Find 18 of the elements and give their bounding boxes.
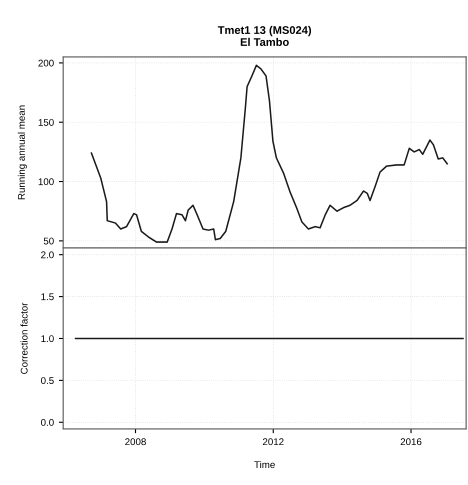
chart-title: Tmet1 13 (MS024) xyxy=(218,26,312,36)
y-tick-label: 1.5 xyxy=(41,293,54,300)
y-tick-label: 2.0 xyxy=(41,251,54,258)
x-tick-label: 2012 xyxy=(262,438,284,446)
y-tick-label: 100 xyxy=(38,178,54,186)
y-tick-label: 0.5 xyxy=(41,377,54,384)
y-axis-title: Running annual mean xyxy=(18,106,27,200)
y-tick-label: 50 xyxy=(44,238,54,244)
chart-subtitle: El Tambo xyxy=(240,38,289,46)
line-series xyxy=(90,64,448,243)
x-axis-title: Time xyxy=(254,460,275,468)
y-tick-label: 0.0 xyxy=(41,419,54,426)
y-axis-title: Correction factor xyxy=(20,302,28,374)
y-tick-label: 200 xyxy=(38,60,54,67)
y-tick-label: 150 xyxy=(38,118,54,126)
x-tick-label: 2008 xyxy=(125,438,146,446)
y-tick-label: 1.0 xyxy=(41,335,54,342)
x-tick-label: 2016 xyxy=(400,438,422,446)
